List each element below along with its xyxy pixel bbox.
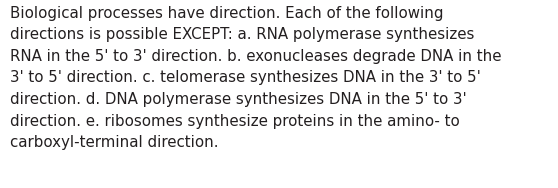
Text: Biological processes have direction. Each of the following
directions is possibl: Biological processes have direction. Eac… [10, 6, 502, 150]
